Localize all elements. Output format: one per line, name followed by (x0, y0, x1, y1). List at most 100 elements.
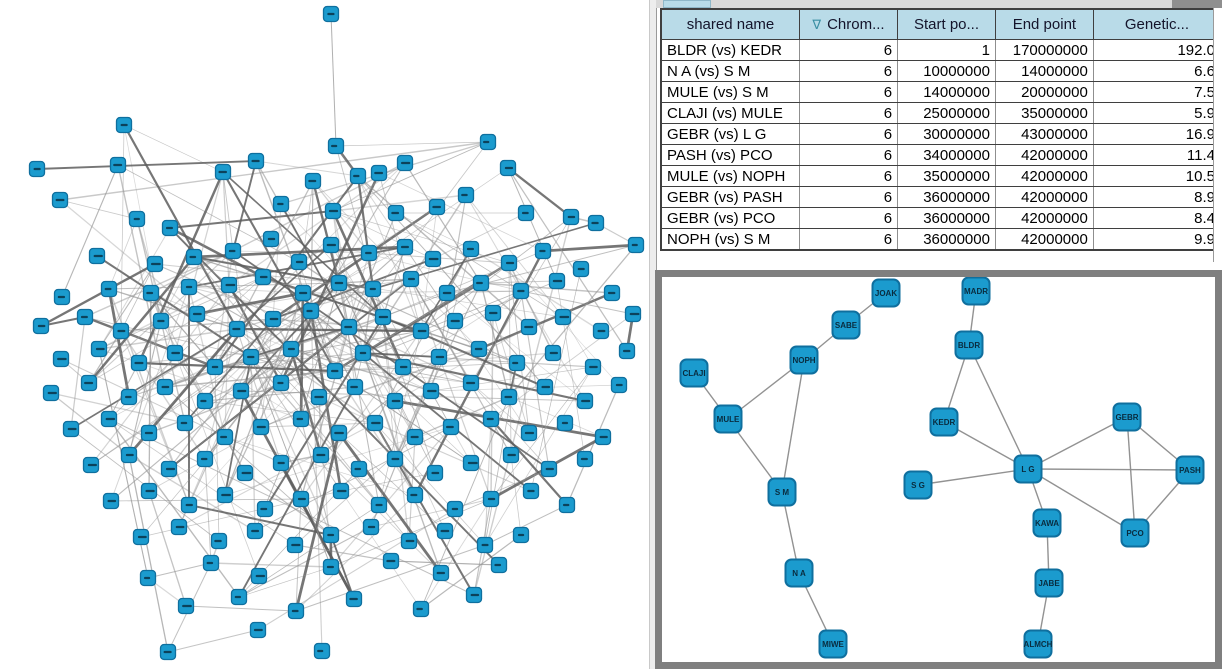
network-node[interactable] (52, 350, 70, 368)
network-node[interactable] (587, 214, 605, 232)
network-node[interactable] (422, 382, 440, 400)
network-node[interactable] (332, 482, 350, 500)
column-header[interactable]: Start po... (897, 8, 996, 40)
table-row[interactable]: GEBR (vs) L G 6 30000000 43000000 16.9 (660, 123, 1222, 145)
network-node[interactable] (603, 284, 621, 302)
network-node[interactable] (322, 558, 340, 576)
network-node[interactable] (374, 308, 392, 326)
network-node[interactable] (282, 340, 300, 358)
network-node[interactable] (457, 186, 475, 204)
network-node[interactable] (370, 164, 388, 182)
column-header[interactable]: shared name (660, 8, 800, 40)
network-node[interactable] (196, 392, 214, 410)
network-node[interactable] (224, 242, 242, 260)
network-node[interactable] (216, 486, 234, 504)
network-node[interactable] (472, 274, 490, 292)
network-node[interactable] (28, 160, 46, 178)
network-node[interactable] (522, 482, 540, 500)
network-node[interactable] (216, 428, 234, 446)
network-node[interactable] (490, 556, 508, 574)
network-node[interactable] (250, 567, 268, 585)
network-node[interactable] (430, 348, 448, 366)
network-node[interactable] (228, 320, 246, 338)
network-node[interactable] (326, 362, 344, 380)
network-node[interactable] (386, 450, 404, 468)
network-node[interactable]: SABE (831, 310, 861, 340)
network-node[interactable]: NOPH (789, 345, 819, 375)
scrollbar-thumb[interactable] (663, 0, 711, 8)
network-node[interactable] (102, 492, 120, 510)
network-node[interactable] (310, 388, 328, 406)
network-node[interactable]: KEDR (929, 407, 959, 437)
network-node[interactable] (196, 450, 214, 468)
network-node[interactable] (247, 152, 265, 170)
network-node[interactable] (161, 219, 179, 237)
network-node[interactable] (360, 244, 378, 262)
sort-filter-icon[interactable]: ∇ (812, 17, 822, 32)
network-node[interactable] (32, 317, 50, 335)
network-node[interactable] (185, 248, 203, 266)
network-node[interactable] (432, 564, 450, 582)
network-node[interactable] (544, 344, 562, 362)
network-node[interactable] (82, 456, 100, 474)
network-node[interactable] (313, 642, 331, 660)
network-node[interactable] (128, 210, 146, 228)
network-node[interactable] (180, 278, 198, 296)
network-node[interactable] (465, 586, 483, 604)
network-node[interactable] (512, 282, 530, 300)
network-node[interactable] (412, 600, 430, 618)
table-row[interactable]: CLAJI (vs) MULE 6 25000000 35000000 5.9 (660, 102, 1222, 124)
network-node[interactable] (294, 284, 312, 302)
network-node[interactable] (479, 133, 497, 151)
network-node[interactable] (572, 260, 590, 278)
network-node[interactable] (594, 428, 612, 446)
network-node[interactable] (610, 376, 628, 394)
network-node[interactable] (462, 454, 480, 472)
network-node[interactable] (272, 454, 290, 472)
network-node[interactable] (322, 5, 340, 23)
network-node[interactable] (156, 378, 174, 396)
table-row[interactable]: MULE (vs) S M 6 14000000 20000000 7.5 (660, 81, 1222, 103)
network-node[interactable] (112, 322, 130, 340)
network-node[interactable] (400, 532, 418, 550)
network-node[interactable] (327, 137, 345, 155)
network-node[interactable] (109, 156, 127, 174)
network-node[interactable] (188, 305, 206, 323)
network-node[interactable] (354, 344, 372, 362)
network-node[interactable]: JOAK (871, 278, 901, 308)
network-node[interactable] (349, 167, 367, 185)
network-node[interactable] (462, 374, 480, 392)
column-header[interactable]: End point (994, 8, 1094, 40)
network-node[interactable]: S G (903, 470, 933, 500)
network-node[interactable] (292, 490, 310, 508)
network-node[interactable] (424, 250, 442, 268)
network-node[interactable] (512, 526, 530, 544)
network-node[interactable] (264, 310, 282, 328)
network-node[interactable] (624, 305, 642, 323)
network-node[interactable]: L G (1013, 454, 1043, 484)
network-node[interactable] (534, 242, 552, 260)
network-node[interactable] (340, 318, 358, 336)
network-node[interactable] (556, 414, 574, 432)
table-row[interactable]: NOPH (vs) S M 6 36000000 42000000 9.9 (660, 228, 1222, 251)
network-node[interactable] (394, 358, 412, 376)
network-node[interactable] (428, 198, 446, 216)
network-node[interactable]: BLDR (954, 330, 984, 360)
network-node[interactable] (520, 424, 538, 442)
network-node[interactable]: JABE (1034, 568, 1064, 598)
network-node[interactable] (232, 382, 250, 400)
network-node[interactable]: MULE (713, 404, 743, 434)
network-node[interactable] (442, 418, 460, 436)
column-header[interactable]: Genetic... (1092, 8, 1222, 40)
network-node[interactable] (132, 528, 150, 546)
network-node[interactable] (159, 643, 177, 661)
network-node[interactable]: PASH (1175, 455, 1205, 485)
network-node[interactable] (576, 392, 594, 410)
network-node[interactable] (256, 500, 274, 518)
network-node[interactable] (115, 116, 133, 134)
network-node[interactable] (210, 532, 228, 550)
network-node[interactable] (500, 388, 518, 406)
network-node[interactable] (272, 374, 290, 392)
network-node[interactable] (322, 526, 340, 544)
network-node[interactable] (292, 410, 310, 428)
